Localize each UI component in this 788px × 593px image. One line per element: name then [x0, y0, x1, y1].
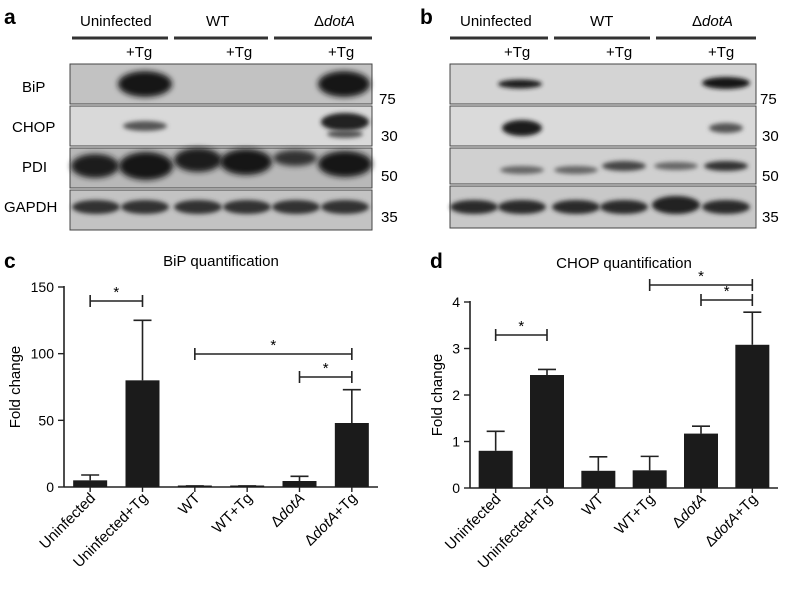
- chop-title: CHOP quantification: [556, 255, 692, 272]
- group-label-wt-b: WT: [590, 13, 613, 30]
- bip-y-tick-label: 0: [46, 479, 54, 495]
- chop-y-tick-label: 0: [452, 480, 460, 496]
- bip-significance-star: *: [323, 360, 329, 377]
- bip-significance-star: *: [113, 284, 119, 301]
- marker-50-b: 50: [762, 168, 779, 185]
- bip-category-label: WT: [175, 490, 204, 519]
- blot-strip-gapdh-a: [69, 189, 373, 231]
- panel-label-d: d: [430, 250, 443, 273]
- panel-label-b: b: [420, 6, 433, 29]
- marker-50-a: 50: [381, 168, 398, 185]
- treatment-label-b3: +Tg: [708, 44, 734, 61]
- chop-y-tick-label: 3: [452, 341, 460, 357]
- bip-y-tick-label: 100: [31, 346, 55, 362]
- marker-75-b: 75: [760, 91, 777, 108]
- bip-category-label: ΔdotA+Tg: [301, 490, 361, 550]
- group-label-uninfected-a: Uninfected: [80, 13, 152, 30]
- blot-strip-chop-b: [449, 105, 757, 147]
- row-label-pdi: PDI: [22, 159, 47, 176]
- bip-bar: [334, 423, 369, 487]
- group-label-uninfected-b: Uninfected: [460, 13, 532, 30]
- treatment-label-a2: +Tg: [226, 44, 252, 61]
- bip-bar: [177, 485, 212, 487]
- bip-bar: [125, 380, 160, 487]
- blot-strip-bip-a: [69, 63, 373, 105]
- treatment-label-b2: +Tg: [606, 44, 632, 61]
- bip-bar: [230, 485, 265, 487]
- bip-category-label: ΔdotA: [267, 490, 308, 531]
- chop-category-label: ΔdotA: [669, 491, 710, 532]
- blot-panel-b: Uninfected WT ΔdotA +Tg +Tg +Tg: [449, 13, 779, 229]
- blot-panel-a: Uninfected WT ΔdotA +Tg +Tg +Tg BiP CHOP…: [4, 13, 398, 231]
- treatment-label-a3: +Tg: [328, 44, 354, 61]
- bip-bar: [282, 481, 317, 487]
- bip-y-axis-label: Fold change: [7, 346, 24, 429]
- marker-30-a: 30: [381, 128, 398, 145]
- group-label-dota-a: ΔdotA: [314, 13, 355, 30]
- blot-strip-chop-a: [69, 105, 373, 147]
- chop-category-label: WT+Tg: [611, 491, 658, 538]
- bip-y-tick-label: 150: [31, 279, 55, 295]
- row-label-gapdh: GAPDH: [4, 199, 57, 216]
- chop-bar: [530, 375, 564, 488]
- blot-strip-pdi-a: [69, 147, 373, 189]
- bip-significance-star: *: [270, 337, 276, 354]
- chop-y-tick-label: 4: [452, 294, 460, 310]
- blot-strip-pdi-b: [449, 147, 757, 185]
- panel-label-c: c: [4, 250, 16, 273]
- bip-title: BiP quantification: [163, 253, 279, 270]
- chop-y-tick-label: 2: [452, 387, 460, 403]
- marker-75-a: 75: [379, 91, 396, 108]
- chop-significance-star: *: [698, 268, 704, 285]
- treatment-label-a1: +Tg: [126, 44, 152, 61]
- row-label-chop: CHOP: [12, 119, 55, 136]
- marker-35-b: 35: [762, 209, 779, 226]
- group-label-wt-a: WT: [206, 13, 229, 30]
- chop-bar: [478, 450, 513, 488]
- blot-strip-bip-b: [449, 63, 757, 105]
- chop-y-axis-label: Fold change: [429, 354, 446, 437]
- blot-strip-gapdh-b: [449, 185, 757, 229]
- panel-label-a: a: [4, 6, 16, 29]
- chop-bar: [735, 344, 770, 488]
- treatment-label-b1: +Tg: [504, 44, 530, 61]
- marker-30-b: 30: [762, 128, 779, 145]
- chop-bar: [581, 470, 616, 488]
- chop-category-label: WT: [579, 491, 608, 520]
- chop-significance-star: *: [518, 318, 524, 335]
- row-label-bip: BiP: [22, 79, 45, 96]
- chop-bar: [632, 470, 667, 488]
- marker-35-a: 35: [381, 209, 398, 226]
- chop-y-tick-label: 1: [452, 434, 460, 450]
- bip-y-tick-label: 50: [38, 412, 54, 428]
- chop-bar: [684, 433, 718, 488]
- chop-category-label: ΔdotA+Tg: [702, 491, 762, 551]
- bip-category-label: WT+Tg: [209, 490, 256, 537]
- bip-bar: [73, 480, 108, 487]
- group-label-dota-b: ΔdotA: [692, 13, 733, 30]
- chop-significance-star: *: [724, 283, 730, 300]
